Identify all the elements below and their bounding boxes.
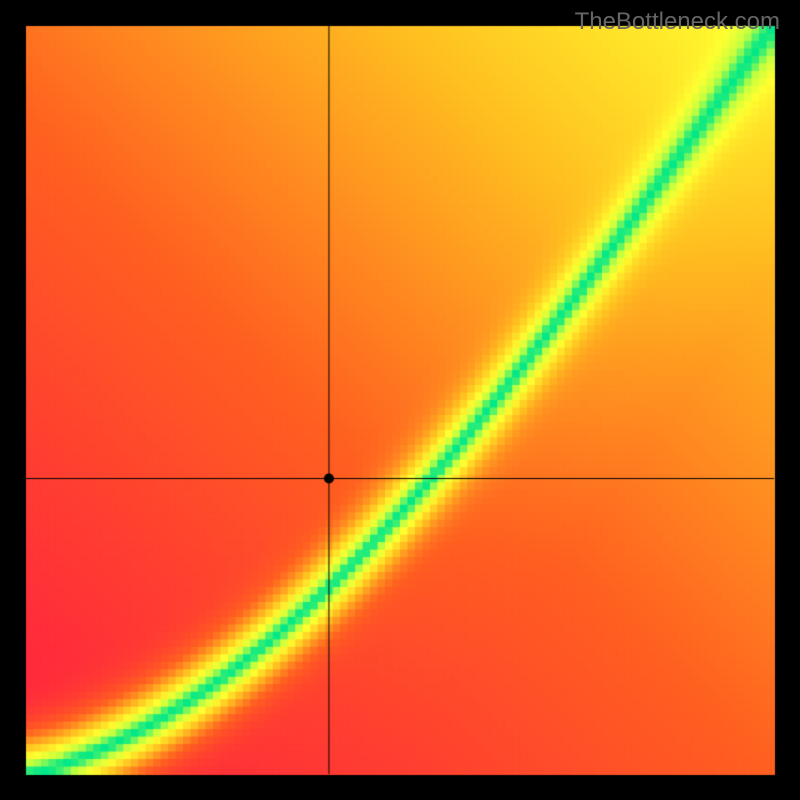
bottleneck-heatmap bbox=[0, 0, 800, 800]
watermark-text: TheBottleneck.com bbox=[575, 8, 780, 36]
chart-container: TheBottleneck.com bbox=[0, 0, 800, 800]
